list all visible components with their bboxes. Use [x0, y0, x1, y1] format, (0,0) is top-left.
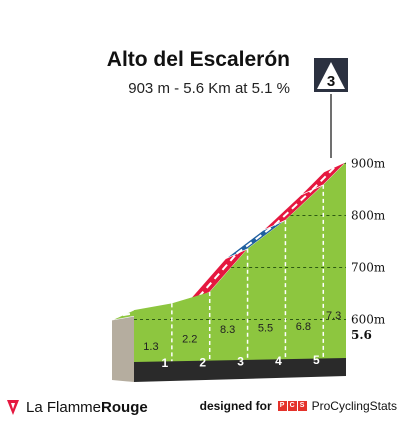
- gradient-label-5: 6.8: [296, 321, 311, 333]
- climb-subtitle: 903 m - 5.6 Km at 5.1 %: [128, 80, 290, 97]
- altitude-tick-600m: 600m: [351, 313, 386, 327]
- km-marker-1: 1: [162, 356, 169, 370]
- gradient-label-3: 8.3: [220, 324, 235, 336]
- road-centerline-3: [197, 253, 238, 298]
- gradient-label-6: 7.3: [326, 310, 341, 322]
- pcs-letter-s: S: [297, 401, 307, 411]
- profile-base-band: [134, 358, 346, 382]
- road-centerline-5: [273, 189, 313, 226]
- altitude-tick-800m: 800m: [351, 209, 386, 223]
- gradient-label-2: 2.2: [182, 334, 197, 346]
- climb-title: Alto del Escalerón: [107, 48, 290, 71]
- category-number: 3: [327, 73, 335, 90]
- footer: La Flamme Rouge designed for P C S ProCyc…: [0, 387, 405, 427]
- designed-for: designed for P C S ProCyclingStats: [200, 399, 397, 413]
- flame-icon: [7, 400, 19, 415]
- altitude-tick-700m: 700m: [351, 261, 386, 275]
- altitude-tick-900m: 900m: [351, 157, 386, 171]
- pcs-letter-p: P: [277, 401, 287, 411]
- end-distance-label: 5.6: [351, 328, 372, 342]
- pcs-letter-c: C: [287, 401, 297, 411]
- km-marker-3: 3: [237, 355, 244, 369]
- road-centerline-4: [235, 224, 276, 255]
- gradient-label-4: 5.5: [258, 323, 273, 335]
- road-centerline-1: [122, 307, 162, 317]
- brand-prefix: La Flamme: [26, 398, 102, 416]
- profile-side-face: [112, 310, 134, 382]
- road-centerline-6: [311, 166, 336, 191]
- gradient-label-1: 1.3: [143, 341, 158, 353]
- designed-label: designed for: [199, 399, 272, 413]
- pcs-name: ProCyclingStats: [311, 399, 397, 413]
- km-marker-2: 2: [199, 355, 206, 369]
- pcs-logo-icon: P C S: [277, 401, 308, 411]
- brand-suffix: Rouge: [101, 398, 148, 416]
- category-badge: 3: [312, 56, 350, 94]
- profile-front-face: [134, 161, 346, 362]
- km-marker-5: 5: [313, 353, 320, 367]
- brand-logo: La Flamme Rouge: [6, 398, 148, 416]
- profile-layer: 600m 700m 800m 900m 1 2 3 4 5 5.6 1.3 2.2 8.3 5.5 6.8 7…: [111, 157, 386, 382]
- km-marker-4: 4: [275, 354, 282, 368]
